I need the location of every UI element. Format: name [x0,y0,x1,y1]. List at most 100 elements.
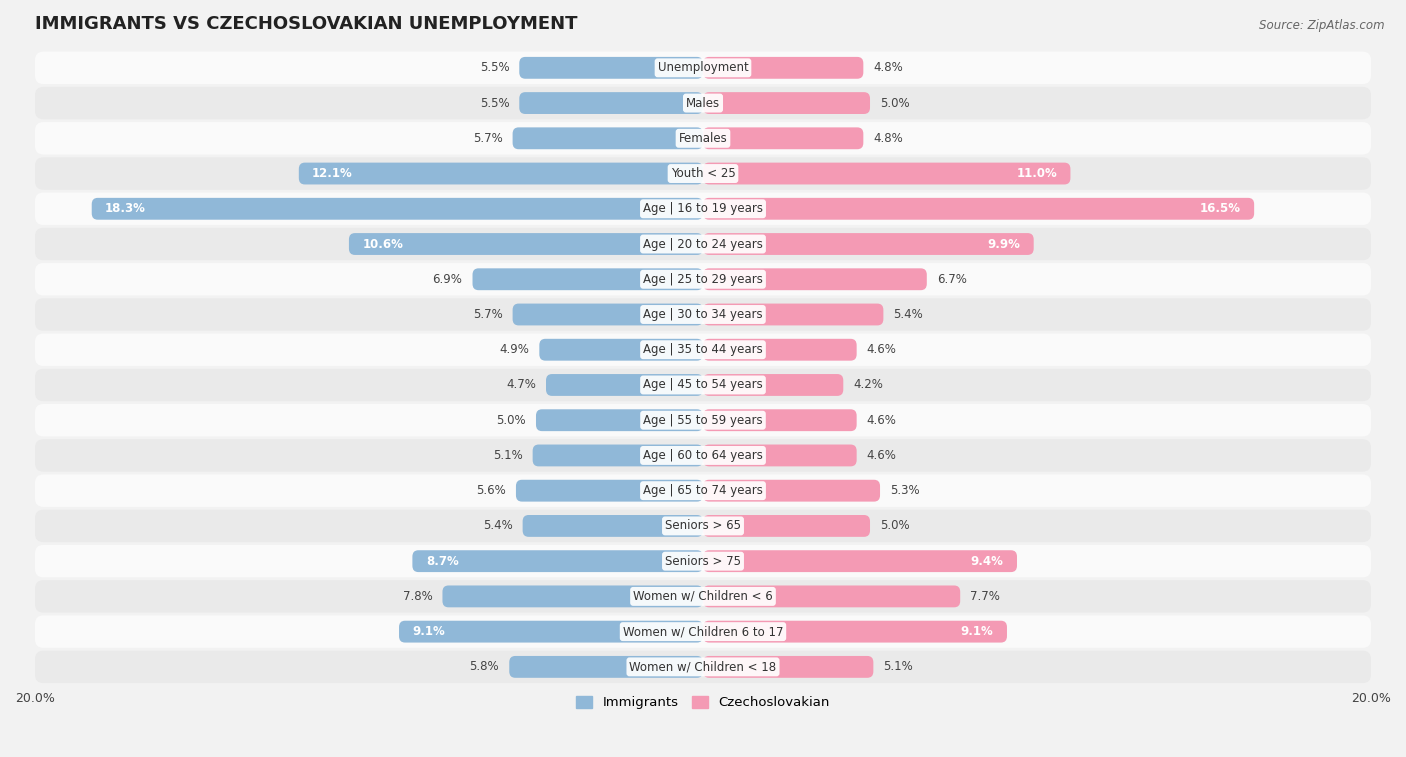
FancyBboxPatch shape [703,268,927,290]
FancyBboxPatch shape [35,509,1371,542]
FancyBboxPatch shape [519,57,703,79]
Text: 11.0%: 11.0% [1017,167,1057,180]
FancyBboxPatch shape [516,480,703,502]
Text: Youth < 25: Youth < 25 [671,167,735,180]
FancyBboxPatch shape [35,192,1371,225]
Text: 5.7%: 5.7% [472,132,502,145]
Text: Females: Females [679,132,727,145]
FancyBboxPatch shape [35,334,1371,366]
Text: 12.1%: 12.1% [312,167,353,180]
Text: 5.1%: 5.1% [494,449,523,462]
Text: 5.0%: 5.0% [496,414,526,427]
FancyBboxPatch shape [443,585,703,607]
Text: 4.6%: 4.6% [866,343,897,357]
FancyBboxPatch shape [703,621,1007,643]
Text: Age | 35 to 44 years: Age | 35 to 44 years [643,343,763,357]
FancyBboxPatch shape [703,57,863,79]
Text: 4.2%: 4.2% [853,378,883,391]
Text: Age | 20 to 24 years: Age | 20 to 24 years [643,238,763,251]
Legend: Immigrants, Czechoslovakian: Immigrants, Czechoslovakian [571,690,835,715]
Text: Age | 25 to 29 years: Age | 25 to 29 years [643,273,763,285]
Text: 4.6%: 4.6% [866,414,897,427]
Text: 9.1%: 9.1% [960,625,994,638]
FancyBboxPatch shape [703,410,856,431]
Text: Women w/ Children < 18: Women w/ Children < 18 [630,660,776,674]
Text: 5.4%: 5.4% [482,519,513,532]
Text: 5.0%: 5.0% [880,519,910,532]
Text: IMMIGRANTS VS CZECHOSLOVAKIAN UNEMPLOYMENT: IMMIGRANTS VS CZECHOSLOVAKIAN UNEMPLOYME… [35,15,578,33]
FancyBboxPatch shape [703,656,873,678]
FancyBboxPatch shape [703,374,844,396]
Text: 5.4%: 5.4% [893,308,924,321]
FancyBboxPatch shape [703,127,863,149]
FancyBboxPatch shape [299,163,703,185]
FancyBboxPatch shape [35,439,1371,472]
FancyBboxPatch shape [703,304,883,326]
FancyBboxPatch shape [349,233,703,255]
FancyBboxPatch shape [35,545,1371,578]
Text: 5.5%: 5.5% [479,61,509,74]
FancyBboxPatch shape [703,92,870,114]
FancyBboxPatch shape [35,87,1371,120]
FancyBboxPatch shape [546,374,703,396]
Text: 4.6%: 4.6% [866,449,897,462]
FancyBboxPatch shape [35,51,1371,84]
FancyBboxPatch shape [519,92,703,114]
FancyBboxPatch shape [35,298,1371,331]
Text: 5.7%: 5.7% [472,308,502,321]
FancyBboxPatch shape [703,585,960,607]
FancyBboxPatch shape [523,515,703,537]
Text: Unemployment: Unemployment [658,61,748,74]
Text: 4.8%: 4.8% [873,61,903,74]
Text: 5.3%: 5.3% [890,484,920,497]
Text: Age | 30 to 34 years: Age | 30 to 34 years [643,308,763,321]
FancyBboxPatch shape [703,550,1017,572]
Text: Age | 45 to 54 years: Age | 45 to 54 years [643,378,763,391]
Text: Age | 60 to 64 years: Age | 60 to 64 years [643,449,763,462]
Text: Women w/ Children 6 to 17: Women w/ Children 6 to 17 [623,625,783,638]
FancyBboxPatch shape [35,615,1371,648]
Text: Age | 65 to 74 years: Age | 65 to 74 years [643,484,763,497]
FancyBboxPatch shape [35,651,1371,683]
FancyBboxPatch shape [35,369,1371,401]
FancyBboxPatch shape [91,198,703,220]
FancyBboxPatch shape [35,122,1371,154]
Text: Women w/ Children < 6: Women w/ Children < 6 [633,590,773,603]
Text: 6.7%: 6.7% [936,273,967,285]
FancyBboxPatch shape [35,228,1371,260]
FancyBboxPatch shape [513,127,703,149]
Text: 7.7%: 7.7% [970,590,1000,603]
FancyBboxPatch shape [399,621,703,643]
Text: 5.0%: 5.0% [880,97,910,110]
Text: 18.3%: 18.3% [105,202,146,215]
FancyBboxPatch shape [35,157,1371,190]
FancyBboxPatch shape [536,410,703,431]
FancyBboxPatch shape [513,304,703,326]
Text: 5.1%: 5.1% [883,660,912,674]
FancyBboxPatch shape [540,339,703,360]
Text: 5.6%: 5.6% [477,484,506,497]
Text: Age | 55 to 59 years: Age | 55 to 59 years [643,414,763,427]
Text: 16.5%: 16.5% [1199,202,1240,215]
Text: Males: Males [686,97,720,110]
FancyBboxPatch shape [509,656,703,678]
FancyBboxPatch shape [35,580,1371,612]
FancyBboxPatch shape [533,444,703,466]
Text: Age | 16 to 19 years: Age | 16 to 19 years [643,202,763,215]
FancyBboxPatch shape [703,233,1033,255]
Text: 5.5%: 5.5% [479,97,509,110]
FancyBboxPatch shape [703,515,870,537]
FancyBboxPatch shape [412,550,703,572]
Text: 9.4%: 9.4% [970,555,1004,568]
FancyBboxPatch shape [35,263,1371,295]
Text: 10.6%: 10.6% [363,238,404,251]
Text: Seniors > 65: Seniors > 65 [665,519,741,532]
Text: 4.8%: 4.8% [873,132,903,145]
Text: 9.9%: 9.9% [987,238,1021,251]
FancyBboxPatch shape [703,444,856,466]
Text: Seniors > 75: Seniors > 75 [665,555,741,568]
Text: 8.7%: 8.7% [426,555,458,568]
Text: 7.8%: 7.8% [402,590,433,603]
FancyBboxPatch shape [703,480,880,502]
Text: 4.9%: 4.9% [499,343,529,357]
